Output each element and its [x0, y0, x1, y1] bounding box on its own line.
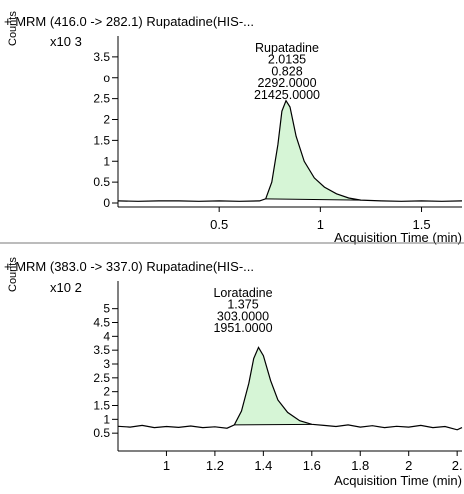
peak-annotation-line: 0.828	[271, 64, 302, 78]
x-axis-label: Acquisition Time (min)	[334, 230, 462, 245]
y-tick-label: 1	[103, 154, 110, 168]
integration-baseline	[265, 198, 361, 201]
y-tick-label: 0	[103, 196, 110, 210]
y-scale-label: x10 3	[50, 34, 82, 49]
y-tick-label: 2	[103, 385, 110, 399]
y-scale-label: x10 2	[50, 280, 82, 295]
peak-annotation-line: 2292.0000	[257, 76, 316, 90]
y-tick-label: 2.5	[93, 371, 110, 385]
y-tick-label: 4	[103, 329, 110, 343]
chart-panel-bottom: + MRM (383.0 -> 337.0) Rupatadine(HIS-..…	[4, 257, 463, 488]
peak-annotation-line: 1.375	[227, 298, 258, 312]
peak-annotation-line: Loratadine	[213, 286, 272, 300]
y-tick-label: 1	[103, 412, 110, 426]
y-tick-label: 2.5	[93, 92, 110, 106]
peak-annotation-line: 2.0135	[268, 53, 306, 67]
y-tick-label: 4.5	[93, 316, 110, 330]
x-tick-label: 1.4	[254, 458, 272, 473]
integration-baseline	[234, 423, 312, 426]
x-tick-label: 1.2	[206, 458, 224, 473]
x-tick-label: 1	[317, 217, 324, 232]
y-tick-label: 3.5	[93, 343, 110, 357]
y-tick-label: 1.5	[93, 133, 110, 147]
y-axis-label: Counts	[7, 11, 19, 46]
y-tick-label: 0.5	[93, 175, 110, 189]
peak-annotation-line: Rupatadine	[255, 41, 319, 55]
x-tick-label: 1.5	[412, 217, 430, 232]
y-tick-label: 5	[103, 302, 110, 316]
series-line	[117, 99, 463, 202]
x-tick-label: 1.6	[303, 458, 321, 473]
chart-panel-top: + MRM (416.0 -> 282.1) Rupatadine(HIS-..…	[4, 11, 463, 245]
chart-title: + MRM (416.0 -> 282.1) Rupatadine(HIS-..…	[4, 14, 254, 29]
x-tick-label: 2.	[452, 458, 463, 473]
peak-area-fill	[265, 100, 361, 201]
x-tick-label: 2	[405, 458, 412, 473]
x-tick-label: 1.8	[351, 458, 369, 473]
peak-annotation-line: 1951.0000	[213, 321, 272, 335]
peak-area-fill	[234, 347, 312, 425]
series-line	[117, 346, 463, 431]
y-tick-label: 0.5	[93, 426, 110, 440]
x-tick-label: 0.5	[210, 217, 228, 232]
x-tick-label: 1	[163, 458, 170, 473]
y-tick-label: 3	[103, 357, 110, 371]
y-tick-label: 2	[103, 113, 110, 127]
peak-annotation-line: 21425.0000	[254, 88, 320, 102]
peak-annotation-line: 303.0000	[217, 309, 269, 323]
x-axis-label: Acquisition Time (min)	[334, 473, 462, 488]
y-tick-label: 3.5	[93, 50, 110, 64]
y-tick-label: o	[103, 71, 110, 85]
y-axis-label: Counts	[7, 257, 19, 292]
chart-title: + MRM (383.0 -> 337.0) Rupatadine(HIS-..…	[4, 259, 254, 274]
y-tick-label: 1.5	[93, 399, 110, 413]
